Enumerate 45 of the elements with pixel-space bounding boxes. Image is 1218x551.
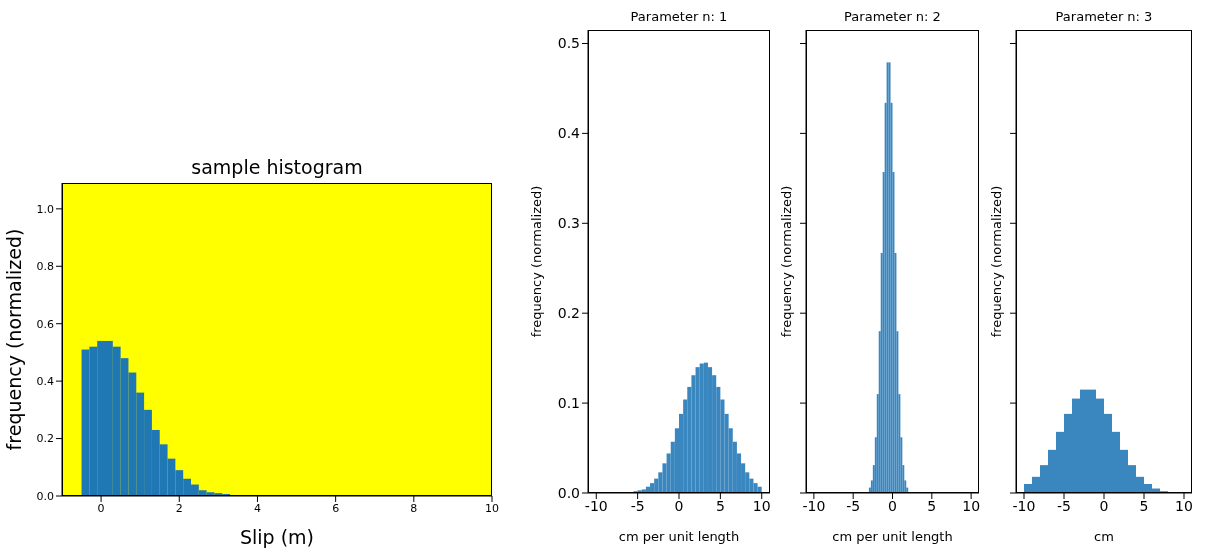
x-tick-label: 5 <box>715 497 725 514</box>
y-axis-title: frequency (normalized) <box>529 185 544 338</box>
y-tick-label: 0.2 <box>557 305 580 322</box>
y-tick-label: 0.5 <box>557 35 580 52</box>
x-tick-label: 10 <box>485 501 499 515</box>
x-axis-title: cm per unit length <box>832 529 953 544</box>
y-tick-label: 1.0 <box>36 202 54 216</box>
y-tick-label: 0.4 <box>557 125 581 142</box>
y-tick-label: 0.4 <box>36 375 54 389</box>
x-tick-label: -5 <box>846 497 861 514</box>
x-tick-label: 6 <box>332 501 340 515</box>
x-tick-label: -5 <box>630 497 645 514</box>
x-tick-label: 5 <box>927 497 937 514</box>
x-tick-label: 0 <box>888 497 897 514</box>
y-axis-title: frequency (normalized) <box>989 185 1004 338</box>
x-tick-label: -10 <box>802 497 826 514</box>
x-tick-label: 0 <box>674 497 684 514</box>
x-tick-label: 2 <box>175 501 183 515</box>
x-axis-title: cm <box>1094 529 1114 544</box>
y-tick-label: 0.2 <box>36 432 54 446</box>
y-tick-label: 0.6 <box>36 317 54 331</box>
x-tick-label: 10 <box>752 497 771 514</box>
y-tick-label: 0.8 <box>36 260 54 274</box>
y-axis-title: frequency (normalized) <box>3 228 25 451</box>
y-tick-label: 0.0 <box>36 489 54 503</box>
y-tick-label: 0.0 <box>557 484 580 501</box>
x-tick-label: 5 <box>1139 497 1149 514</box>
chart-title: Parameter n: 3 <box>1054 9 1154 24</box>
x-tick-label: 4 <box>253 501 261 515</box>
y-tick-label: 0.1 <box>557 395 580 412</box>
x-axis-title: Slip (m) <box>239 526 315 548</box>
x-tick-label: -10 <box>1012 497 1036 514</box>
x-tick-label: 10 <box>962 497 981 514</box>
x-tick-label: 0 <box>97 501 105 515</box>
x-tick-label: 10 <box>1175 497 1193 514</box>
chart-title: Parameter n: 2 <box>843 9 942 24</box>
x-axis-title: cm per unit length <box>618 529 740 544</box>
chart-title: sample histogram <box>190 156 364 178</box>
x-tick-label: 8 <box>410 501 418 515</box>
chart-title: Parameter n: 1 <box>629 9 729 24</box>
x-tick-label: -5 <box>1057 497 1071 514</box>
x-tick-label: 0 <box>1099 497 1109 514</box>
y-tick-label: 0.3 <box>557 215 580 232</box>
x-tick-label: -10 <box>584 497 608 514</box>
y-axis-title: frequency (normalized) <box>779 185 794 338</box>
